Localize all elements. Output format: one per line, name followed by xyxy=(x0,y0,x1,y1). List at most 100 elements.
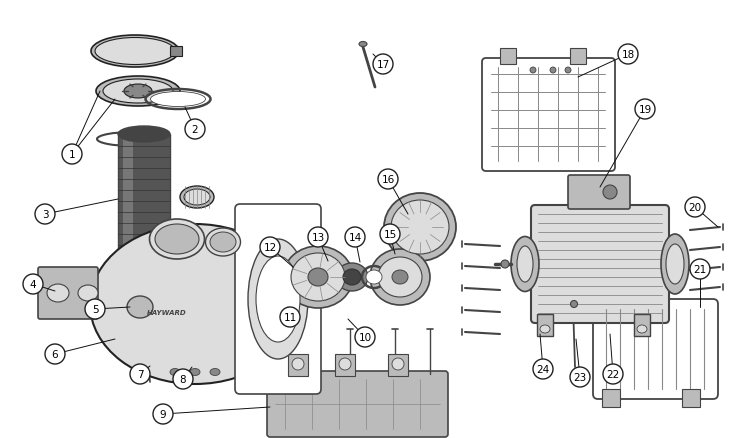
Bar xyxy=(682,389,700,407)
Ellipse shape xyxy=(378,258,422,297)
Ellipse shape xyxy=(180,187,214,208)
Text: 12: 12 xyxy=(263,243,276,252)
Bar xyxy=(170,47,182,57)
Ellipse shape xyxy=(188,365,192,369)
Ellipse shape xyxy=(384,194,456,261)
Ellipse shape xyxy=(206,357,214,365)
Ellipse shape xyxy=(103,80,173,104)
Ellipse shape xyxy=(661,234,689,294)
Bar xyxy=(602,389,620,407)
Ellipse shape xyxy=(540,325,550,333)
Circle shape xyxy=(62,145,82,165)
Ellipse shape xyxy=(210,233,236,252)
Circle shape xyxy=(380,225,400,244)
Ellipse shape xyxy=(283,247,353,308)
Ellipse shape xyxy=(205,229,240,256)
Circle shape xyxy=(690,259,710,279)
Text: 7: 7 xyxy=(136,369,144,379)
Text: 10: 10 xyxy=(358,332,372,342)
Ellipse shape xyxy=(184,190,210,205)
Bar xyxy=(634,314,650,336)
Ellipse shape xyxy=(392,358,404,370)
Ellipse shape xyxy=(391,201,449,254)
Circle shape xyxy=(260,237,280,258)
FancyBboxPatch shape xyxy=(235,205,321,394)
Ellipse shape xyxy=(517,247,533,283)
Ellipse shape xyxy=(637,325,647,333)
Ellipse shape xyxy=(550,68,556,74)
Circle shape xyxy=(570,367,590,387)
Ellipse shape xyxy=(90,225,300,384)
Ellipse shape xyxy=(339,358,351,370)
Circle shape xyxy=(373,55,393,75)
Ellipse shape xyxy=(565,68,571,74)
Ellipse shape xyxy=(91,36,179,68)
Bar xyxy=(335,354,355,376)
Circle shape xyxy=(130,364,150,384)
Text: 11: 11 xyxy=(284,312,297,322)
FancyBboxPatch shape xyxy=(593,299,718,399)
Circle shape xyxy=(280,307,300,327)
Ellipse shape xyxy=(118,247,170,262)
Polygon shape xyxy=(123,140,133,249)
Bar xyxy=(500,49,516,65)
FancyBboxPatch shape xyxy=(482,59,615,172)
Ellipse shape xyxy=(95,39,175,65)
Ellipse shape xyxy=(392,270,408,284)
Circle shape xyxy=(185,120,205,140)
Circle shape xyxy=(85,299,105,319)
Text: 20: 20 xyxy=(688,202,701,212)
Ellipse shape xyxy=(359,42,367,47)
Ellipse shape xyxy=(118,127,170,143)
Ellipse shape xyxy=(155,225,199,254)
FancyBboxPatch shape xyxy=(267,371,448,437)
Circle shape xyxy=(533,359,553,379)
Ellipse shape xyxy=(124,85,152,99)
Circle shape xyxy=(618,45,638,65)
Text: 9: 9 xyxy=(160,409,166,419)
Ellipse shape xyxy=(166,352,172,357)
Bar xyxy=(388,354,408,376)
Text: 17: 17 xyxy=(376,60,390,70)
Text: 1: 1 xyxy=(69,150,75,159)
Text: 2: 2 xyxy=(192,125,199,135)
Ellipse shape xyxy=(256,256,300,342)
Ellipse shape xyxy=(248,240,308,359)
Ellipse shape xyxy=(366,270,382,284)
Ellipse shape xyxy=(147,357,152,362)
Text: 15: 15 xyxy=(383,230,397,240)
Text: 23: 23 xyxy=(573,372,586,382)
FancyBboxPatch shape xyxy=(38,267,98,319)
Ellipse shape xyxy=(208,359,212,363)
Ellipse shape xyxy=(570,301,578,308)
Text: 18: 18 xyxy=(622,50,635,60)
Ellipse shape xyxy=(186,363,194,371)
Ellipse shape xyxy=(603,186,617,200)
Ellipse shape xyxy=(190,369,200,376)
Bar xyxy=(288,354,308,376)
Circle shape xyxy=(173,369,193,389)
FancyBboxPatch shape xyxy=(531,205,669,323)
Ellipse shape xyxy=(291,254,345,301)
Text: 6: 6 xyxy=(52,349,59,359)
Text: HAYWARD: HAYWARD xyxy=(147,309,187,315)
Text: 14: 14 xyxy=(348,233,361,243)
Circle shape xyxy=(45,344,65,364)
Circle shape xyxy=(23,274,43,294)
Ellipse shape xyxy=(308,268,328,286)
Text: 3: 3 xyxy=(42,209,48,219)
Ellipse shape xyxy=(170,369,180,376)
Ellipse shape xyxy=(127,297,153,318)
FancyBboxPatch shape xyxy=(568,176,630,209)
Circle shape xyxy=(635,100,655,120)
Bar xyxy=(570,49,586,65)
Ellipse shape xyxy=(666,244,684,284)
Ellipse shape xyxy=(530,68,536,74)
Ellipse shape xyxy=(150,219,205,259)
Ellipse shape xyxy=(292,358,304,370)
Ellipse shape xyxy=(370,249,430,305)
Text: 24: 24 xyxy=(537,364,550,374)
Ellipse shape xyxy=(210,369,220,376)
Bar xyxy=(537,314,553,336)
Circle shape xyxy=(345,227,365,247)
